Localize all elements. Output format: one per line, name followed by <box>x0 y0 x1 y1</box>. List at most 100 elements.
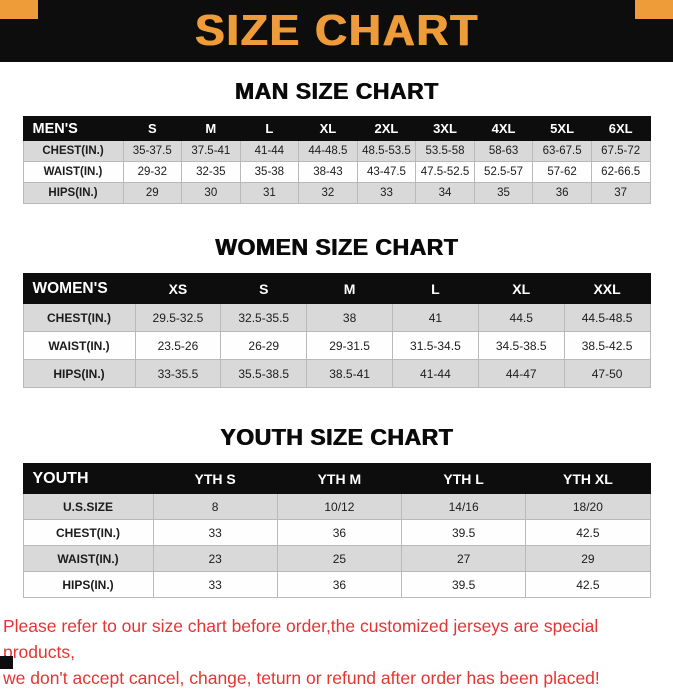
size-value-cell: 26-29 <box>220 331 308 360</box>
size-value-cell: 33-35.5 <box>134 359 222 388</box>
size-value-cell: 27 <box>400 545 527 572</box>
banner: SIZE CHART <box>0 0 673 62</box>
size-column-header: M <box>181 116 241 141</box>
size-column-header: 4XL <box>473 116 534 141</box>
size-value-cell: 42.5 <box>525 571 651 598</box>
table-header-row: YOUTH YTH S YTH M YTH L YTH XL <box>22 463 651 494</box>
size-value-cell: 30 <box>181 182 241 204</box>
size-value-cell: 44-48.5 <box>298 140 358 162</box>
size-value-cell: 29 <box>525 545 651 572</box>
row-label: WAIST(IN.) <box>22 161 124 183</box>
size-column-header: S <box>220 273 308 304</box>
size-column-header: YTH L <box>400 463 527 494</box>
table-row: CHEST(IN.) 33 36 39.5 42.5 <box>22 519 651 546</box>
table-header-row: WOMEN'S XS S M L XL XXL <box>22 273 651 304</box>
size-column-header: XL <box>477 273 565 304</box>
size-value-cell: 35 <box>473 182 534 204</box>
size-value-cell: 25 <box>276 545 403 572</box>
size-value-cell: 29.5-32.5 <box>134 303 222 332</box>
page-title: SIZE CHART <box>194 6 479 55</box>
row-label: HIPS(IN.) <box>22 359 136 388</box>
size-value-cell: 38 <box>306 303 393 332</box>
row-label: HIPS(IN.) <box>22 182 124 204</box>
size-value-cell: 38-43 <box>298 161 358 183</box>
size-value-cell: 42.5 <box>525 519 651 546</box>
size-value-cell: 62-66.5 <box>590 161 651 183</box>
table-corner-label: YOUTH <box>22 463 154 494</box>
size-value-cell: 29-31.5 <box>306 331 393 360</box>
size-value-cell: 47-50 <box>563 359 651 388</box>
men-section-title: MAN SIZE CHART <box>234 78 439 104</box>
size-value-cell: 36 <box>532 182 592 204</box>
men-size-table: MEN'S S M L XL 2XL 3XL 4XL 5XL 6XL CHEST(IN.) 35-37… <box>22 116 651 204</box>
size-value-cell: 23.5-26 <box>134 331 222 360</box>
size-value-cell: 43-47.5 <box>356 161 417 183</box>
corner-mark-bottom-left <box>0 656 13 669</box>
corner-accent-left <box>0 0 38 19</box>
women-section-title: WOMEN SIZE CHART <box>214 234 459 260</box>
size-value-cell: 44-47 <box>477 359 565 388</box>
size-value-cell: 29-32 <box>122 161 183 183</box>
size-value-cell: 41-44 <box>391 359 479 388</box>
table-row: HIPS(IN.) 29 30 31 32 33 34 35 36 37 <box>22 182 651 204</box>
size-value-cell: 41-44 <box>239 140 300 162</box>
size-value-cell: 52.5-57 <box>473 161 534 183</box>
size-value-cell: 67.5-72 <box>590 140 651 162</box>
size-value-cell: 33 <box>356 182 417 204</box>
row-label: WAIST(IN.) <box>22 331 136 360</box>
size-value-cell: 8 <box>152 493 278 520</box>
size-value-cell: 36 <box>276 571 403 598</box>
row-label: HIPS(IN.) <box>22 571 154 598</box>
youth-size-table: YOUTH YTH S YTH M YTH L YTH XL U.S.SIZE 8 10/12… <box>22 463 651 598</box>
size-column-header: YTH XL <box>525 463 651 494</box>
size-value-cell: 36 <box>276 519 403 546</box>
size-column-header: L <box>391 273 479 304</box>
table-corner-label: WOMEN'S <box>22 273 136 304</box>
size-value-cell: 35-38 <box>239 161 300 183</box>
table-row: WAIST(IN.) 23 25 27 29 <box>22 545 651 572</box>
size-value-cell: 47.5-52.5 <box>415 161 475 183</box>
size-value-cell: 39.5 <box>400 571 527 598</box>
size-column-header: YTH S <box>152 463 278 494</box>
women-size-chart-section: WOMEN SIZE CHART WOMEN'S XS S M L XL XXL CHEST(… <box>0 234 673 388</box>
size-value-cell: 38.5-41 <box>306 359 393 388</box>
row-label: CHEST(IN.) <box>22 303 136 332</box>
size-value-cell: 23 <box>152 545 278 572</box>
size-column-header: YTH M <box>276 463 403 494</box>
size-value-cell: 57-62 <box>532 161 592 183</box>
size-value-cell: 39.5 <box>400 519 527 546</box>
size-value-cell: 31 <box>239 182 300 204</box>
row-label: U.S.SIZE <box>22 493 154 520</box>
size-value-cell: 10/12 <box>276 493 403 520</box>
size-value-cell: 58-63 <box>473 140 534 162</box>
size-value-cell: 44.5-48.5 <box>563 303 651 332</box>
size-value-cell: 33 <box>152 519 278 546</box>
size-column-header: XL <box>298 116 358 141</box>
row-label: WAIST(IN.) <box>22 545 154 572</box>
table-corner-label: MEN'S <box>22 116 124 141</box>
size-column-header: XXL <box>563 273 651 304</box>
size-column-header: 5XL <box>532 116 592 141</box>
size-value-cell: 35-37.5 <box>122 140 183 162</box>
size-value-cell: 34.5-38.5 <box>477 331 565 360</box>
table-row: WAIST(IN.) 23.5-26 26-29 29-31.5 31.5-34.5 34… <box>22 331 651 360</box>
women-size-table: WOMEN'S XS S M L XL XXL CHEST(IN.) 29.5-32.5 32.5… <box>22 273 651 388</box>
size-value-cell: 53.5-58 <box>415 140 475 162</box>
table-header-row: MEN'S S M L XL 2XL 3XL 4XL 5XL 6XL <box>22 116 651 141</box>
table-row: U.S.SIZE 8 10/12 14/16 18/20 <box>22 493 651 520</box>
size-value-cell: 14/16 <box>400 493 527 520</box>
corner-accent-right <box>635 0 673 19</box>
size-value-cell: 37.5-41 <box>181 140 241 162</box>
table-row: HIPS(IN.) 33 36 39.5 42.5 <box>22 571 651 598</box>
size-column-header: S <box>122 116 183 141</box>
table-row: HIPS(IN.) 33-35.5 35.5-38.5 38.5-41 41-44 44-… <box>22 359 651 388</box>
size-value-cell: 31.5-34.5 <box>391 331 479 360</box>
table-row: WAIST(IN.) 29-32 32-35 35-38 38-43 43-47.5 47.… <box>22 161 651 183</box>
size-value-cell: 63-67.5 <box>532 140 592 162</box>
row-label: CHEST(IN.) <box>22 140 124 162</box>
size-column-header: 2XL <box>356 116 417 141</box>
size-value-cell: 37 <box>590 182 651 204</box>
size-value-cell: 48.5-53.5 <box>356 140 417 162</box>
size-value-cell: 34 <box>415 182 475 204</box>
